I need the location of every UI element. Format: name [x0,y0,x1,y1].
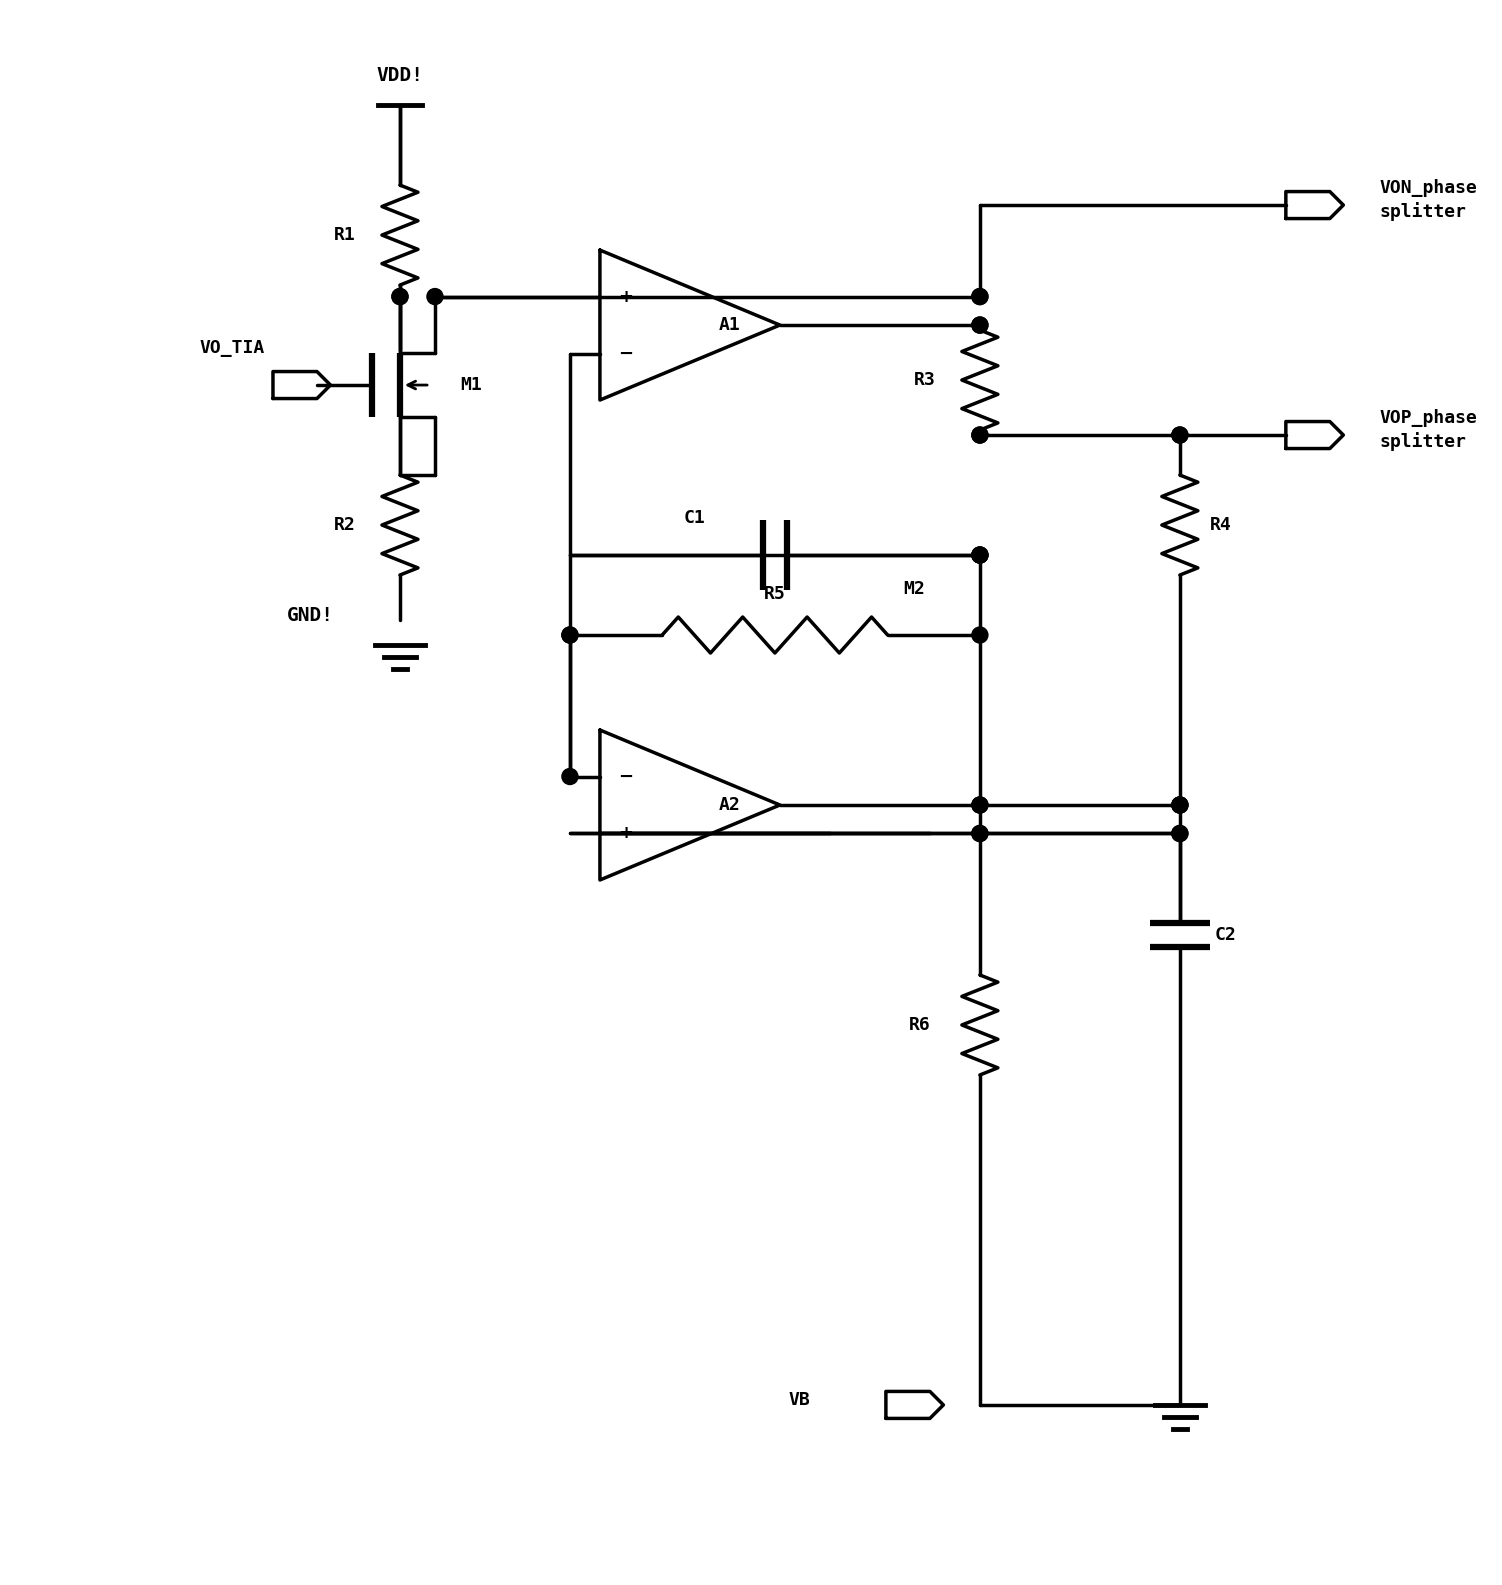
Circle shape [1172,797,1188,813]
Circle shape [972,547,988,563]
Circle shape [1172,797,1188,813]
Text: GND!: GND! [287,605,333,624]
Text: A2: A2 [719,796,740,815]
Circle shape [972,288,988,304]
Circle shape [392,288,409,304]
Circle shape [562,628,578,644]
Text: +: + [617,287,632,306]
Circle shape [972,317,988,333]
Text: R3: R3 [915,371,936,388]
Text: VOP_phase
splitter: VOP_phase splitter [1380,409,1478,450]
Circle shape [972,288,988,304]
Text: M1: M1 [460,376,482,395]
Text: C2: C2 [1215,926,1236,945]
Circle shape [972,797,988,813]
Text: VDD!: VDD! [377,67,424,86]
Circle shape [1172,426,1188,444]
Circle shape [562,628,578,644]
Circle shape [1172,826,1188,842]
Circle shape [972,426,988,444]
Text: −: − [617,767,632,786]
Text: R5: R5 [765,585,786,602]
Text: C1: C1 [683,509,706,528]
Circle shape [972,826,988,842]
Circle shape [392,288,409,304]
Circle shape [972,826,988,842]
Circle shape [972,628,988,644]
Circle shape [972,797,988,813]
Text: R2: R2 [333,517,356,534]
Text: −: − [617,344,632,363]
Text: R6: R6 [909,1016,931,1033]
Circle shape [972,317,988,333]
Text: A1: A1 [719,315,740,334]
Circle shape [1172,797,1188,813]
Text: R4: R4 [1209,517,1232,534]
Text: VB: VB [789,1392,810,1409]
Circle shape [972,547,988,563]
Circle shape [972,426,988,444]
Circle shape [562,769,578,785]
Text: +: + [617,824,632,843]
Circle shape [972,547,988,563]
Circle shape [1172,426,1188,444]
Circle shape [1172,826,1188,842]
Text: VO_TIA: VO_TIA [200,339,264,357]
Text: VON_phase
splitter: VON_phase splitter [1380,179,1478,220]
Circle shape [427,288,443,304]
Text: M2: M2 [903,580,925,598]
Text: R1: R1 [333,227,356,244]
